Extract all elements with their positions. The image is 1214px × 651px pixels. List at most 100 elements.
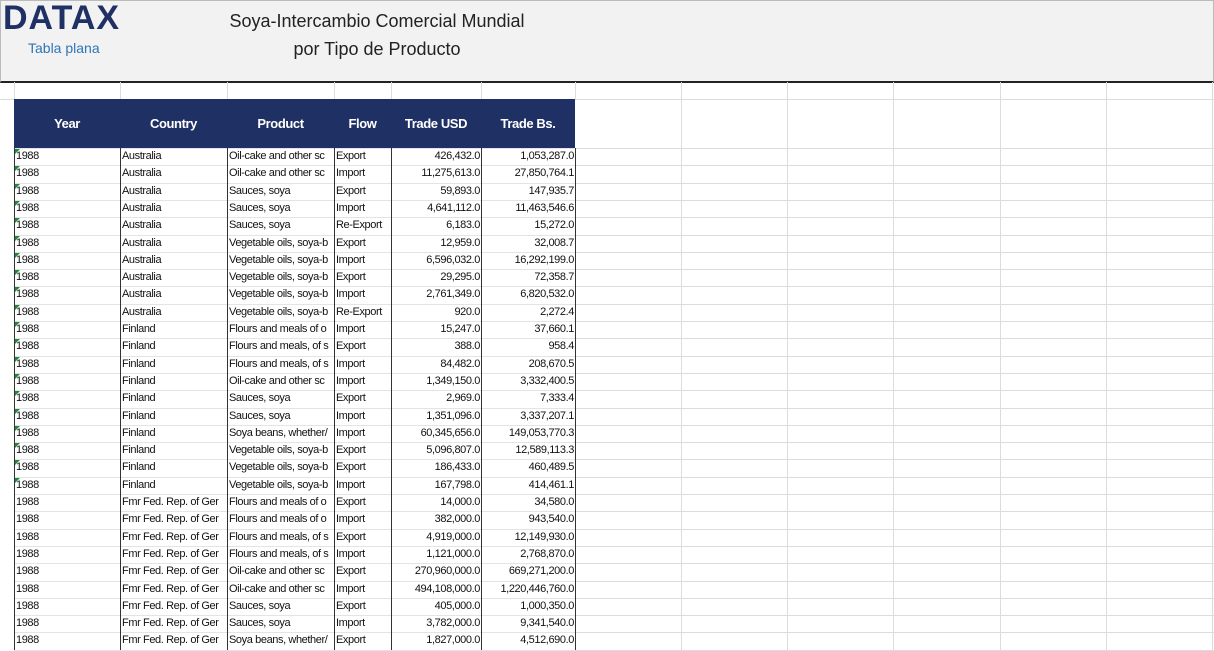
grid-line [575,165,1214,167]
table-cell: 37,660.1 [534,323,574,335]
table-cell: 1988 [16,496,39,508]
text-number-flag [15,356,20,362]
table-cell: 460,489.5 [528,461,575,474]
table-cell: 669,271,200.0 [508,565,575,578]
table-cell: 59,893.0 [440,184,480,197]
table-cell: 1,827,000.0 [426,634,480,647]
table-cell: Export [336,496,366,508]
grid-line [14,597,575,599]
grid-line [575,82,576,99]
title: por Tipo de Producto [293,39,461,59]
table-cell: Oil-cake and other sc [229,150,325,162]
table-cell: 388.0 [454,340,480,353]
grid-line [575,286,1214,288]
grid-line [14,563,575,565]
column-header: Trade USD [391,99,481,148]
table-cell: 1,351,096.0 [426,409,480,422]
table-cell: Export [336,461,366,474]
table-cell: 4,641,112.0 [427,201,480,214]
table-cell: Fmr Fed. Rep. of Ger [122,617,219,630]
table-cell: Sauces, soya [229,184,291,197]
table-cell: 494,108,000.0 [414,582,481,595]
grid-line [575,251,1214,253]
table-cell: 1988 [16,478,39,491]
table-cell: 1988 [16,271,39,284]
table-cell: 147,935.7 [528,184,575,197]
grid-line [14,632,575,634]
grid-line [14,615,575,617]
table-cell: Fmr Fed. Rep. of Ger [122,530,219,543]
grid-line [14,511,575,513]
table-cell: 12,149,930.0 [514,530,575,543]
table-cell: 2,969.0 [446,392,480,405]
table-cell: 6,596,032.0 [426,253,480,266]
grid-line [14,217,575,219]
table-cell: Finland [122,478,156,491]
table-cell: 6,820,532.0 [520,288,574,301]
grid-line [14,251,575,253]
table-cell: 943,540.0 [528,513,575,526]
table-cell: Export [336,634,366,647]
table-cell: Import [336,323,365,335]
table-cell: Sauces, soya [229,219,291,232]
text-number-flag [15,200,20,206]
table-cell: Fmr Fed. Rep. of Ger [122,634,219,647]
table-cell: 1988 [16,392,39,405]
table-cell: 920.0 [454,305,480,318]
table-cell: 11,275,613.0 [421,167,480,180]
grid-line [575,494,1214,495]
table-cell: Vegetable oils, soya-b [229,305,328,318]
table-cell: Export [336,150,366,162]
column-header: Year [14,99,120,148]
table-cell: Flours and meals of o [229,513,327,526]
grid-line [575,269,1214,271]
table-cell: Fmr Fed. Rep. of Ger [122,513,219,526]
grid-line [575,217,1214,219]
table-cell: 1988 [16,530,39,543]
column-border [481,148,482,650]
grid-line [575,407,1214,409]
grid-line [14,459,575,461]
grid-line [14,528,575,530]
table-cell: 270,960,000.0 [414,565,481,578]
text-number-flag [15,373,20,379]
table-cell: Fmr Fed. Rep. of Ger [122,547,219,560]
text-number-flag [15,166,20,172]
table-cell: 12,589,113.3 [515,444,574,457]
table-cell: Vegetable oils, soya-b [229,478,328,491]
text-number-flag [15,425,20,431]
table-cell: Australia [122,305,162,318]
grid-line [14,82,15,99]
table-cell: Vegetable oils, soya-b [229,288,328,301]
table-cell: 1988 [16,357,39,370]
grid-line [575,148,1214,149]
table-cell: 1988 [16,461,39,474]
grid-line [575,649,1214,651]
table-cell: 11,463,546.6 [515,201,574,214]
grid-line [575,390,1214,392]
table-cell: 1988 [16,582,39,595]
grid-line [1212,99,1213,651]
table-cell: Export [336,565,366,578]
table-cell: 1988 [16,444,39,457]
table-cell: 4,919,000.0 [426,530,480,543]
grid-line [14,182,575,184]
table-cell: 32,008.7 [534,236,574,249]
table-cell: 1988 [16,547,39,560]
table-cell: Sauces, soya [229,392,291,405]
table-cell: 1988 [16,617,39,630]
column-border [575,148,576,650]
table-cell: 149,053,770.3 [508,426,575,439]
table-cell: 27,850,764.1 [514,167,575,180]
text-number-flag [15,235,20,241]
table-cell: 4,512,690.0 [520,634,574,647]
table-cell: 7,333.4 [540,392,574,405]
table-cell: Import [336,288,365,301]
table-cell: 1988 [16,513,39,526]
table-cell: Import [336,617,365,630]
grid-line [1212,82,1213,99]
table-cell: Australia [122,253,162,266]
table-cell: 6,183.0 [446,219,480,232]
table-cell: 1988 [16,184,39,197]
grid-line [575,580,1214,582]
